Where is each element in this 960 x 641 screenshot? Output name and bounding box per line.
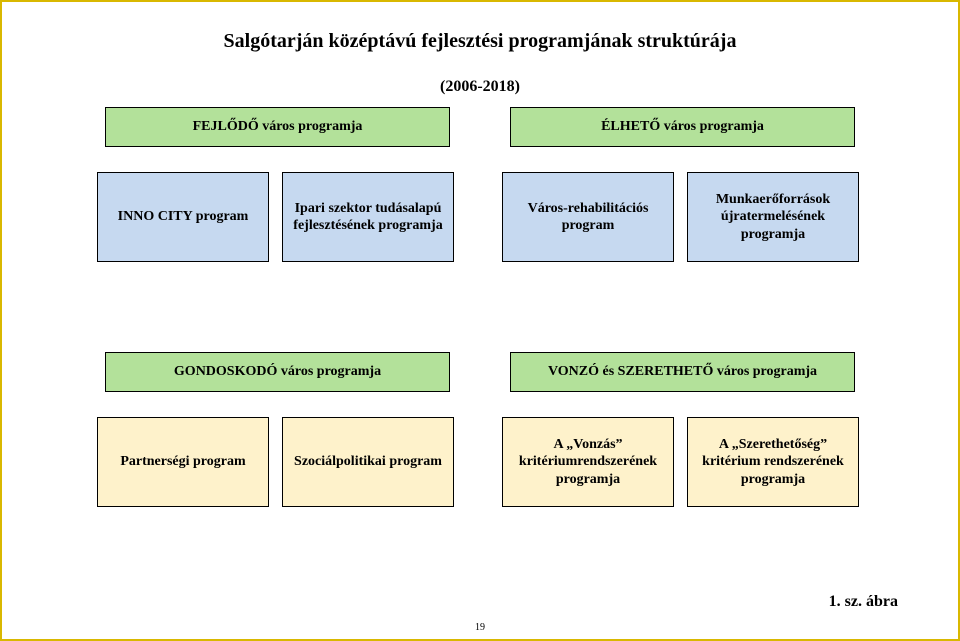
box-szeret: A „Szerethetőség” kritérium rendszerének… (687, 417, 859, 507)
box-fejlodo: FEJLŐDŐ város programja (105, 107, 450, 147)
box-vonzo: VONZÓ és SZERETHETŐ város programja (510, 352, 855, 392)
box-elheto: ÉLHETŐ város programja (510, 107, 855, 147)
page-subtitle: (2006-2018) (2, 78, 958, 96)
box-munka: Munkaerőforrások újratermelésének progra… (687, 172, 859, 262)
box-szocial: Szociálpolitikai program (282, 417, 454, 507)
box-varos: Város-rehabilitációs program (502, 172, 674, 262)
figure-caption: 1. sz. ábra (829, 593, 898, 611)
box-ipari: Ipari szektor tudásalapú fejlesztésének … (282, 172, 454, 262)
box-partner: Partnerségi program (97, 417, 269, 507)
box-gondoskodo: GONDOSKODÓ város programja (105, 352, 450, 392)
diagram-page: Salgótarján középtávú fejlesztési progra… (0, 0, 960, 641)
page-title: Salgótarján középtávú fejlesztési progra… (2, 30, 958, 53)
box-vonzas: A „Vonzás” kritériumrendszerének program… (502, 417, 674, 507)
box-inno: INNO CITY program (97, 172, 269, 262)
page-number: 19 (2, 622, 958, 633)
